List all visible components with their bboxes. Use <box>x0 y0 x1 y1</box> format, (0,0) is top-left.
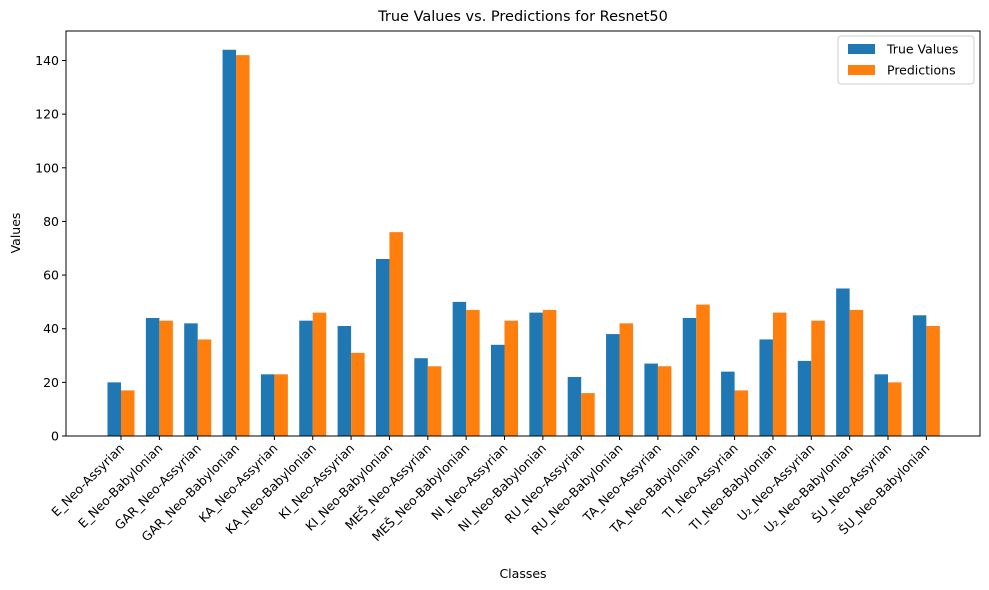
bar-true-value-13 <box>606 334 620 436</box>
bar-true-value-11 <box>529 312 543 436</box>
bar-true-value-8 <box>414 358 428 436</box>
bar-true-value-6 <box>337 326 352 436</box>
y-axis-label: Values <box>8 213 23 254</box>
bar-prediction-14 <box>657 366 672 436</box>
y-tick-label-4: 80 <box>43 214 59 229</box>
bar-prediction-1 <box>159 320 173 436</box>
legend-label-0: True Values <box>886 42 958 57</box>
x-axis-label: Classes <box>499 566 546 581</box>
bar-prediction-9 <box>466 309 480 436</box>
legend-swatch-1 <box>848 65 875 75</box>
legend-label-1: Predictions <box>887 63 956 78</box>
y-tick-label-3: 60 <box>43 268 59 283</box>
bar-prediction-0 <box>121 390 135 436</box>
bar-prediction-16 <box>734 390 749 436</box>
bar-true-value-5 <box>299 320 313 436</box>
y-axis: 0 20 40 60 80 100 120 140 <box>35 53 66 444</box>
bar-true-value-19 <box>836 288 850 436</box>
bar-true-value-9 <box>452 301 467 436</box>
y-tick-label-0: 0 <box>51 429 59 444</box>
bar-prediction-13 <box>619 323 634 436</box>
bar-true-value-3 <box>222 49 237 437</box>
bar-true-value-16 <box>721 371 735 436</box>
bar-prediction-19 <box>849 309 864 436</box>
y-tick-label-6: 120 <box>35 107 59 122</box>
bar-prediction-4 <box>274 374 288 436</box>
bar-prediction-18 <box>811 320 825 436</box>
bar-true-value-21 <box>912 315 927 436</box>
bar-true-value-1 <box>145 317 160 436</box>
bar-prediction-2 <box>197 339 212 436</box>
bar-true-value-4 <box>260 374 275 436</box>
bar-true-value-0 <box>107 382 121 436</box>
bar-prediction-15 <box>696 304 710 436</box>
bar-prediction-7 <box>389 232 403 436</box>
bar-true-value-20 <box>874 374 888 436</box>
bar-prediction-11 <box>542 309 557 436</box>
bar-prediction-6 <box>351 352 365 436</box>
bar-true-value-18 <box>797 360 812 436</box>
bar-prediction-12 <box>581 393 595 436</box>
y-tick-label-7: 140 <box>35 53 59 68</box>
legend-swatch-0 <box>848 44 875 54</box>
bar-true-value-14 <box>644 363 658 436</box>
plot-frame <box>65 30 981 437</box>
bar-prediction-17 <box>772 312 787 436</box>
bar-true-value-17 <box>759 339 773 436</box>
bar-true-value-15 <box>682 317 697 436</box>
chart-title: True Values vs. Predictions for Resnet50 <box>377 9 668 25</box>
bar-true-value-10 <box>491 344 505 436</box>
bar-prediction-10 <box>504 320 518 436</box>
bar-prediction-8 <box>427 366 442 436</box>
bar-true-value-12 <box>567 376 582 436</box>
bar-true-value-2 <box>184 323 198 436</box>
bar-prediction-20 <box>888 382 902 436</box>
bar-prediction-5 <box>312 312 327 436</box>
y-tick-label-2: 40 <box>43 321 59 336</box>
legend: True Values Predictions <box>837 35 975 85</box>
bar-true-value-7 <box>375 258 390 436</box>
y-tick-label-5: 100 <box>35 160 59 175</box>
bar-prediction-21 <box>926 326 940 436</box>
bar-prediction-3 <box>236 55 250 436</box>
bars-group <box>107 49 940 437</box>
y-tick-label-1: 20 <box>43 375 59 390</box>
